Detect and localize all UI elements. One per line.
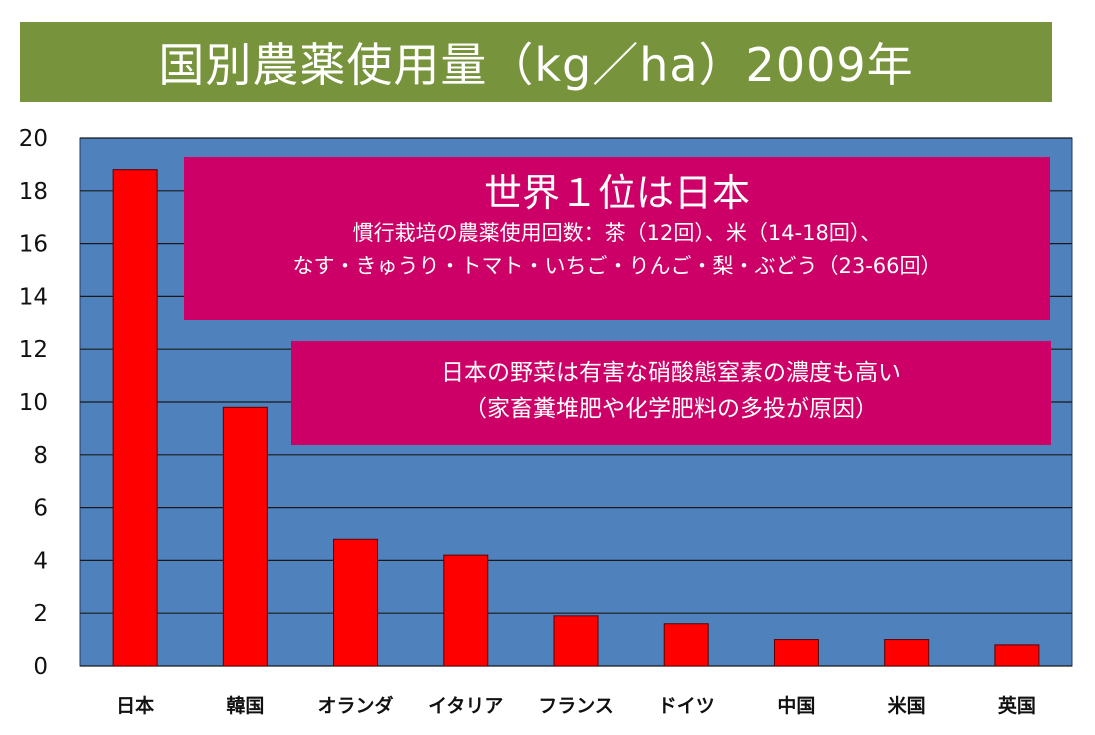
callout-line-1: 慣行栽培の農薬使用回数：茶（12回）、米（14-18回）、 [352,221,882,245]
x-tick-label: オランダ [318,694,394,717]
y-tick-label: 2 [33,601,48,627]
y-tick-label: 8 [33,443,48,469]
bar [443,554,489,667]
bar [773,639,819,667]
bar [333,538,379,667]
x-tick-label: 韓国 [226,694,264,717]
y-tick-label: 10 [19,390,48,416]
callout-line-2: なす・きゅうり・トマト・いちご・りんご・梨・ぶどう（23-66回） [292,254,942,278]
y-tick-label: 18 [19,179,48,205]
x-axis-ticks: 日本 韓国 オランダ イタリア フランス ドイツ 中国 米国 英国 [116,694,1036,717]
y-axis-ticks: 0 2 4 6 8 10 12 14 16 18 20 [19,126,48,680]
callout-world-first: 世界１位は日本 慣行栽培の農薬使用回数：茶（12回）、米（14-18回）、 なす… [184,157,1050,320]
chart-title: 国別農薬使用量（kg／ha）2009年 [158,38,914,92]
x-tick-label: 米国 [888,694,926,717]
y-tick-label: 4 [33,548,48,574]
callout-nitrate-note: 日本の野菜は有害な硝酸態窒素の濃度も高い （家畜糞堆肥や化学肥料の多投が原因） [291,341,1051,445]
note-line-2: （家畜糞堆肥や化学肥料の多投が原因） [464,396,878,422]
y-tick-label: 12 [19,337,48,363]
bar [222,406,268,667]
y-tick-label: 0 [33,654,48,680]
bar [994,644,1040,667]
x-tick-label: イタリア [428,695,503,717]
callout-headline: 世界１位は日本 [483,171,750,215]
x-tick-label: 中国 [777,694,815,717]
y-tick-label: 16 [19,232,48,258]
x-tick-label: ドイツ [658,695,715,717]
bar [553,615,599,667]
bars [112,169,1040,667]
bar [663,623,709,667]
y-tick-label: 20 [19,126,48,152]
y-tick-label: 14 [19,284,48,310]
y-tick-label: 6 [33,496,48,522]
chart-title-banner: 国別農薬使用量（kg／ha）2009年 [20,22,1052,102]
note-line-1: 日本の野菜は有害な硝酸態窒素の濃度も高い [441,360,901,386]
bar [884,639,930,667]
x-tick-label: 日本 [116,694,154,717]
x-tick-label: 英国 [998,694,1036,717]
bar [112,169,158,667]
x-tick-label: フランス [538,695,614,717]
